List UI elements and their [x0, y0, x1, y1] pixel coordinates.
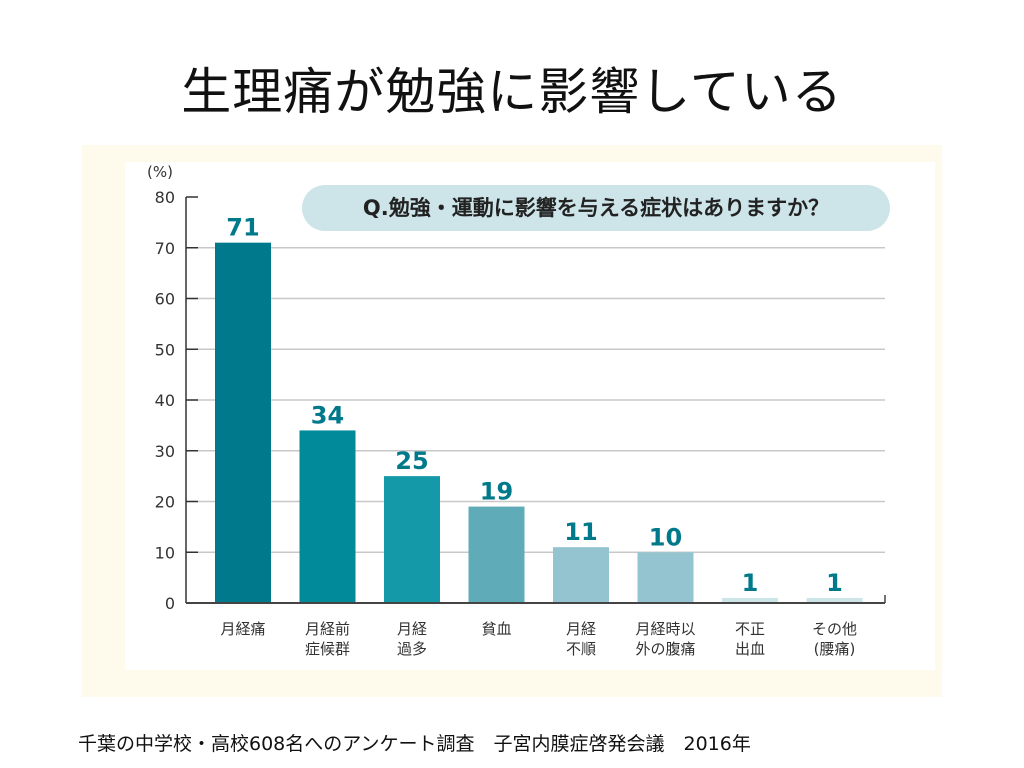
x-category-label: 外の腹痛 [635, 640, 695, 658]
x-category-label: その他 [812, 620, 857, 638]
bar [468, 506, 525, 603]
y-tick-label: 0 [165, 594, 175, 613]
bar [806, 597, 863, 603]
x-category-label: 過多 [397, 640, 427, 658]
y-tick-label: 20 [155, 493, 175, 512]
x-category-label: 月経時以 [635, 620, 695, 638]
bar [553, 547, 609, 603]
bar [299, 430, 356, 603]
bar-value-label: 34 [311, 401, 344, 429]
chart-question-title: Q.勉強・運動に影響を与える症状はありますか？ [302, 185, 890, 231]
x-category-label: 出血 [735, 640, 765, 658]
x-category-label: 月経 [397, 620, 427, 638]
source-caption: 千葉の中学校・高校608名へのアンケート調査 子宮内膜症啓発会議 2016年 [78, 733, 751, 755]
x-category-label: 貧血 [481, 620, 511, 638]
x-category-label: 月経 [566, 620, 596, 638]
bar-value-label: 71 [226, 214, 259, 242]
x-category-label: 月経前 [305, 620, 350, 638]
y-tick-label: 60 [155, 290, 175, 309]
bar-value-label: 25 [395, 447, 428, 475]
y-tick-label: 80 [155, 188, 175, 207]
x-category-label: 不順 [566, 640, 596, 658]
y-tick-label: 30 [155, 442, 175, 461]
bar [215, 242, 271, 604]
y-tick-label: 10 [155, 543, 175, 562]
x-category-label: (腰痛) [814, 640, 856, 658]
bar [722, 597, 778, 603]
bar-value-label: 19 [480, 478, 513, 506]
bar [637, 552, 694, 603]
y-tick-label: 40 [155, 391, 175, 410]
bar-value-label: 10 [649, 523, 682, 551]
bar-value-label: 1 [826, 569, 843, 597]
bar-value-label: 11 [564, 518, 597, 546]
y-tick-label: 50 [155, 340, 175, 359]
y-tick-label: 70 [155, 239, 175, 258]
x-category-label: 不正 [735, 620, 765, 638]
slide-title: 生理痛が勉強に影響している [181, 63, 843, 121]
bar [384, 476, 440, 603]
x-category-label: 症候群 [305, 640, 350, 658]
x-category-label: 月経痛 [220, 620, 265, 638]
bar-value-label: 1 [742, 569, 759, 597]
y-axis-unit-label: (%) [147, 163, 173, 181]
